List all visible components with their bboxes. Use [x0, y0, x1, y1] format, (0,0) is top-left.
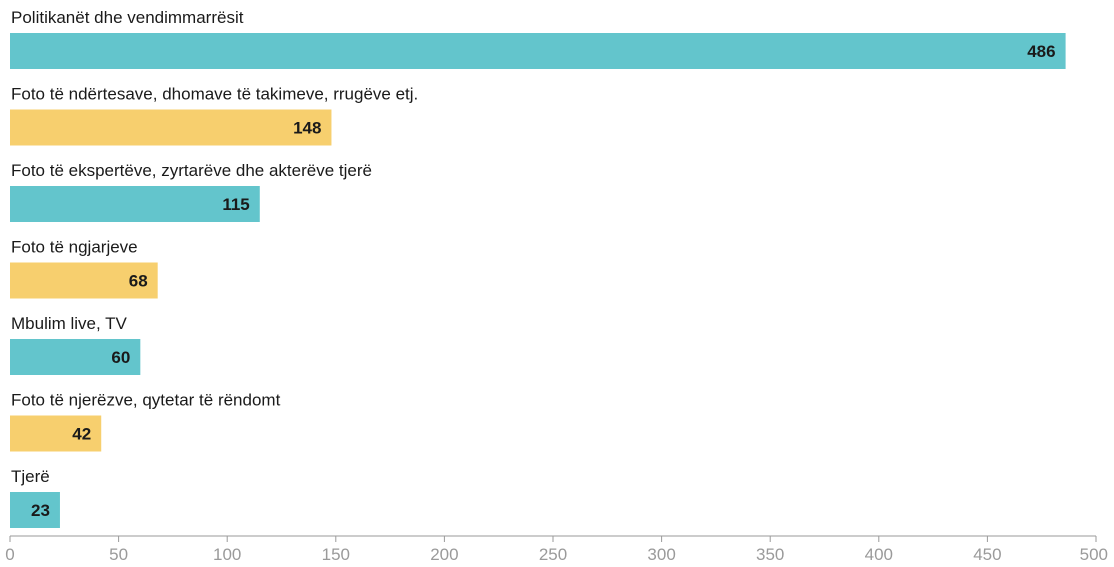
x-tick-label: 150 — [322, 545, 350, 564]
bar — [10, 492, 60, 528]
category-label: Tjerë — [11, 467, 50, 486]
category-label: Foto të ekspertëve, zyrtarëve dhe akterë… — [11, 161, 372, 180]
bar — [10, 339, 141, 375]
data-label: 23 — [31, 501, 50, 520]
data-label: 60 — [111, 348, 130, 367]
bars-layer: Politikanët dhe vendimmarrësit 486 Foto të… — [10, 8, 1066, 528]
x-tick-label: 500 — [1080, 545, 1108, 564]
x-tick-label: 200 — [430, 545, 458, 564]
x-tick-label: 0 — [5, 545, 14, 564]
x-tick-label: 300 — [647, 545, 675, 564]
data-label: 115 — [222, 195, 249, 214]
x-tick-label: 350 — [756, 545, 784, 564]
x-tick-label: 100 — [213, 545, 241, 564]
category-label: Politikanët dhe vendimmarrësit — [11, 8, 244, 27]
data-label: 68 — [129, 272, 148, 291]
x-tick-label: 50 — [109, 545, 128, 564]
category-label: Foto të njerëzve, qytetar të rëndomt — [11, 391, 281, 410]
data-label: 148 — [293, 119, 321, 138]
bar — [10, 33, 1066, 69]
bar — [10, 109, 332, 146]
x-tick-label: 400 — [865, 545, 893, 564]
x-axis: 0 50 100 150 200 250 300 350 400 450 500 — [5, 535, 1108, 564]
bar — [10, 186, 260, 222]
category-label: Foto të ndërtesave, dhomave të takimeve,… — [11, 85, 418, 104]
x-tick-label: 250 — [539, 545, 567, 564]
bar — [10, 415, 102, 452]
data-label: 42 — [72, 425, 91, 444]
category-label: Mbulim live, TV — [11, 314, 128, 333]
data-label: 486 — [1027, 42, 1055, 61]
category-label: Foto të ngjarjeve — [11, 238, 138, 257]
x-tick-label: 450 — [973, 545, 1001, 564]
bar — [10, 262, 158, 299]
